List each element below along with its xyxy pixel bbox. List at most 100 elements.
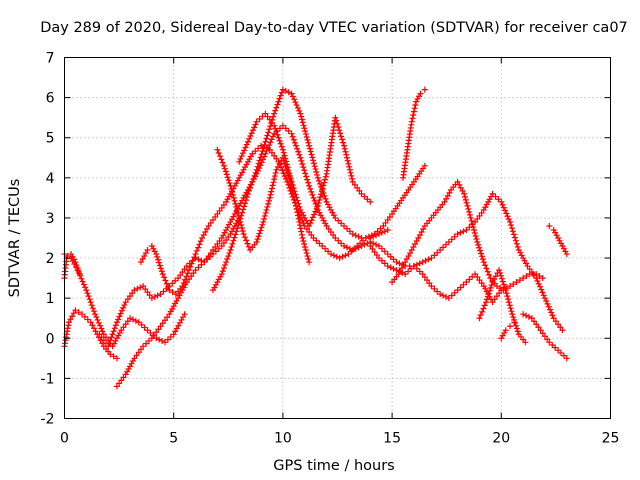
data-point (492, 273, 499, 280)
data-point (341, 142, 348, 149)
data-point (228, 243, 235, 250)
data-point (559, 327, 566, 334)
data-point (113, 383, 120, 390)
data-point (127, 315, 134, 322)
data-point (480, 259, 487, 266)
y-tick-label: -2 (41, 412, 55, 428)
data-point (144, 289, 151, 296)
data-point (402, 259, 409, 266)
data-point (472, 271, 479, 278)
data-point (294, 104, 301, 111)
data-point (215, 245, 222, 252)
data-point (507, 283, 514, 290)
data-point (476, 315, 483, 322)
data-point (268, 188, 275, 195)
data-point (303, 173, 310, 180)
series-track16 (520, 311, 570, 362)
data-point (220, 240, 227, 247)
data-point (302, 131, 309, 138)
data-point (177, 272, 184, 279)
data-point (461, 190, 468, 197)
data-point (72, 307, 79, 314)
data-point (513, 279, 520, 286)
data-point (285, 167, 292, 174)
data-point (367, 235, 374, 241)
data-point (163, 280, 170, 287)
data-point (265, 200, 272, 207)
data-point (466, 276, 473, 283)
data-point (502, 287, 509, 294)
data-point (403, 256, 410, 263)
data-point (272, 125, 279, 132)
data-point (390, 265, 397, 272)
data-point (294, 145, 301, 152)
data-point (434, 249, 441, 256)
data-point (356, 187, 363, 194)
data-point (75, 268, 82, 275)
data-point (271, 122, 278, 129)
data-point (291, 139, 298, 146)
data-point (303, 133, 310, 140)
data-point (246, 187, 253, 194)
data-point (229, 188, 236, 195)
data-point (395, 271, 402, 278)
data-point (492, 193, 499, 200)
data-point (299, 161, 306, 168)
data-point (338, 240, 345, 247)
data-point (419, 259, 426, 266)
data-point (408, 118, 415, 125)
data-point (311, 197, 318, 204)
data-point (428, 283, 435, 290)
data-point (332, 114, 339, 121)
data-point (243, 193, 250, 200)
data-point (308, 151, 315, 158)
data-point (508, 222, 515, 229)
data-point (251, 172, 258, 179)
data-point (563, 251, 570, 258)
data-point (232, 231, 239, 238)
data-point (280, 170, 287, 177)
data-point (253, 239, 260, 246)
data-point (184, 270, 191, 277)
data-point (95, 319, 102, 326)
data-point (222, 262, 229, 269)
data-point (212, 213, 219, 220)
data-point (283, 158, 290, 165)
data-point (507, 305, 514, 312)
data-point (349, 230, 356, 237)
data-point (486, 287, 493, 294)
data-point (480, 305, 487, 312)
data-point (520, 311, 527, 318)
data-point (503, 210, 510, 217)
data-point (262, 209, 269, 216)
data-point (422, 257, 429, 264)
data-point (307, 220, 314, 227)
data-point (161, 274, 168, 281)
data-point (306, 145, 313, 152)
data-point (332, 235, 339, 241)
data-point (277, 140, 284, 147)
data-point (454, 178, 461, 185)
data-point (204, 256, 211, 263)
data-point (164, 314, 171, 321)
series-track14 (476, 267, 529, 346)
data-point (378, 257, 385, 264)
y-tick-label: -1 (41, 371, 55, 387)
data-point (548, 309, 555, 316)
data-point (340, 139, 347, 146)
data-point (499, 278, 506, 285)
data-point (398, 265, 405, 272)
data-point (87, 319, 94, 326)
data-point (489, 279, 496, 286)
data-point (238, 212, 245, 219)
data-point (190, 270, 197, 277)
data-point (304, 253, 311, 260)
data-point (90, 325, 97, 332)
data-point (491, 296, 498, 303)
data-point (155, 256, 162, 263)
data-point (72, 259, 79, 266)
data-point (280, 149, 287, 156)
data-point (341, 145, 348, 152)
data-point (563, 355, 570, 362)
data-point (227, 182, 234, 189)
